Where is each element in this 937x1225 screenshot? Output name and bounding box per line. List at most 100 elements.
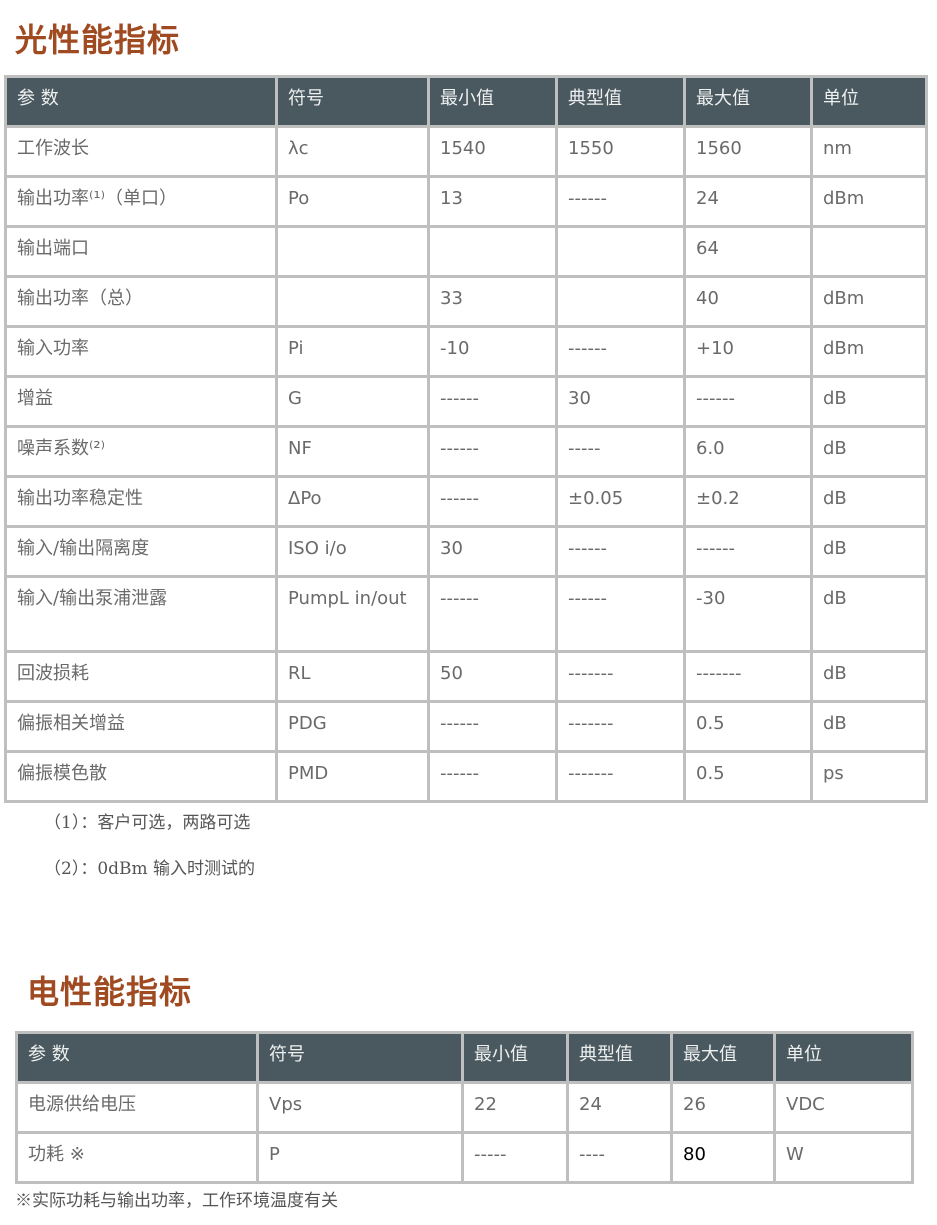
- footnote-2: （2）：0dBm 输入时测试的: [44, 859, 256, 879]
- cell-unit: dB: [810, 425, 928, 478]
- table-row: 工作波长 λc 1540 1550 1560 nm: [4, 125, 928, 178]
- cell-max: ±0.2: [683, 475, 813, 528]
- cell-symbol: PumpL in/out: [275, 575, 430, 653]
- cell-max: -------: [683, 650, 813, 703]
- table-row: 输出端口 64: [4, 225, 928, 278]
- cell-typ: -----: [555, 425, 686, 478]
- cell-symbol: [275, 225, 430, 278]
- cell-typ: -------: [555, 750, 686, 803]
- cell-min: [427, 225, 558, 278]
- cell-max: 24: [683, 175, 813, 228]
- cell-max: 6.0: [683, 425, 813, 478]
- cell-param: 输入功率: [4, 325, 278, 378]
- cell-typ: 1550: [555, 125, 686, 178]
- cell-param: 输出端口: [4, 225, 278, 278]
- cell-param: 输入/输出隔离度: [4, 525, 278, 578]
- cell-min: 1540: [427, 125, 558, 178]
- cell-min: 33: [427, 275, 558, 328]
- header-max: 最大值: [670, 1031, 776, 1084]
- cell-typ: 24: [566, 1081, 673, 1134]
- table-row: 输入功率 Pi -10 ------ +10 dBm: [4, 325, 928, 378]
- cell-param: 输入/输出泵浦泄露: [4, 575, 278, 653]
- table-row: 输出功率稳定性 ΔPo ------ ±0.05 ±0.2 dB: [4, 475, 928, 528]
- cell-min: -----: [461, 1131, 569, 1184]
- cell-unit: VDC: [773, 1081, 914, 1134]
- cell-unit: dB: [810, 650, 928, 703]
- header-typ: 典型值: [555, 75, 686, 128]
- cell-min: ------: [427, 375, 558, 428]
- cell-typ: ------: [555, 175, 686, 228]
- cell-unit: dB: [810, 475, 928, 528]
- cell-min: 50: [427, 650, 558, 703]
- cell-max: 80: [670, 1131, 776, 1184]
- header-max: 最大值: [683, 75, 813, 128]
- cell-min: ------: [427, 750, 558, 803]
- cell-param: 噪声系数⁽²⁾: [4, 425, 278, 478]
- electrical-section-title: 电性能指标: [27, 973, 193, 1011]
- table-row: 偏振模色散 PMD ------ ------- 0.5 ps: [4, 750, 928, 803]
- cell-typ: ------: [555, 525, 686, 578]
- table-row: 噪声系数⁽²⁾ NF ------ ----- 6.0 dB: [4, 425, 928, 478]
- power-note: ※实际功耗与输出功率，工作环境温度有关: [15, 1191, 338, 1211]
- cell-symbol: Vps: [256, 1081, 464, 1134]
- cell-param: 功耗 ※: [15, 1131, 259, 1184]
- cell-param: 电源供给电压: [15, 1081, 259, 1134]
- table-row: 输出功率（总） 33 40 dBm: [4, 275, 928, 328]
- cell-symbol: ΔPo: [275, 475, 430, 528]
- table-row: 输出功率⁽¹⁾（单口） Po 13 ------ 24 dBm: [4, 175, 928, 228]
- optical-section-title: 光性能指标: [15, 21, 181, 59]
- cell-typ: ------: [555, 325, 686, 378]
- cell-param: 工作波长: [4, 125, 278, 178]
- cell-max: 64: [683, 225, 813, 278]
- header-param: 参 数: [4, 75, 278, 128]
- cell-typ: ------: [555, 575, 686, 653]
- cell-max: 0.5: [683, 750, 813, 803]
- cell-symbol: PDG: [275, 700, 430, 753]
- header-min: 最小值: [427, 75, 558, 128]
- cell-max: ------: [683, 525, 813, 578]
- cell-symbol: G: [275, 375, 430, 428]
- cell-symbol: [275, 275, 430, 328]
- cell-typ: ----: [566, 1131, 673, 1184]
- cell-param: 输出功率（总）: [4, 275, 278, 328]
- optical-spec-table: 参 数符号 最小值 典型值 最大值 单位 工作波长 λc 1540 1550 1560 nm 输出功…: [4, 75, 928, 803]
- cell-symbol: PMD: [275, 750, 430, 803]
- cell-typ: ±0.05: [555, 475, 686, 528]
- cell-unit: dB: [810, 575, 928, 653]
- cell-unit: dBm: [810, 275, 928, 328]
- cell-typ: -------: [555, 650, 686, 703]
- cell-symbol: λc: [275, 125, 430, 178]
- cell-param: 偏振模色散: [4, 750, 278, 803]
- table-header-row: 参 数符号 最小值 典型值 最大值 单位: [4, 75, 928, 128]
- cell-min: 22: [461, 1081, 569, 1134]
- cell-max: -30: [683, 575, 813, 653]
- cell-unit: dBm: [810, 325, 928, 378]
- cell-unit: dB: [810, 375, 928, 428]
- header-unit: 单位: [810, 75, 928, 128]
- header-unit: 单位: [773, 1031, 914, 1084]
- table-row: 回波损耗 RL 50 ------- ------- dB: [4, 650, 928, 703]
- table-row: 增益 G ------ 30 ------ dB: [4, 375, 928, 428]
- cell-max: ------: [683, 375, 813, 428]
- cell-param: 输出功率稳定性: [4, 475, 278, 528]
- cell-min: ------: [427, 575, 558, 653]
- cell-symbol: Po: [275, 175, 430, 228]
- cell-min: ------: [427, 700, 558, 753]
- header-symbol: 符号: [256, 1031, 464, 1084]
- table-header-row: 参 数符号 最小值 典型值 最大值 单位: [15, 1031, 914, 1084]
- cell-typ: [555, 275, 686, 328]
- cell-unit: W: [773, 1131, 914, 1184]
- cell-min: 30: [427, 525, 558, 578]
- cell-max: 26: [670, 1081, 776, 1134]
- cell-param: 输出功率⁽¹⁾（单口）: [4, 175, 278, 228]
- header-min: 最小值: [461, 1031, 569, 1084]
- cell-typ: [555, 225, 686, 278]
- cell-min: -10: [427, 325, 558, 378]
- header-param: 参 数: [15, 1031, 259, 1084]
- cell-unit: dB: [810, 525, 928, 578]
- table-row: 功耗 ※ P ----- ---- 80 W: [15, 1131, 914, 1184]
- cell-min: ------: [427, 475, 558, 528]
- cell-max: +10: [683, 325, 813, 378]
- cell-max: 40: [683, 275, 813, 328]
- footnote-1: （1）：客户可选，两路可选: [44, 813, 251, 833]
